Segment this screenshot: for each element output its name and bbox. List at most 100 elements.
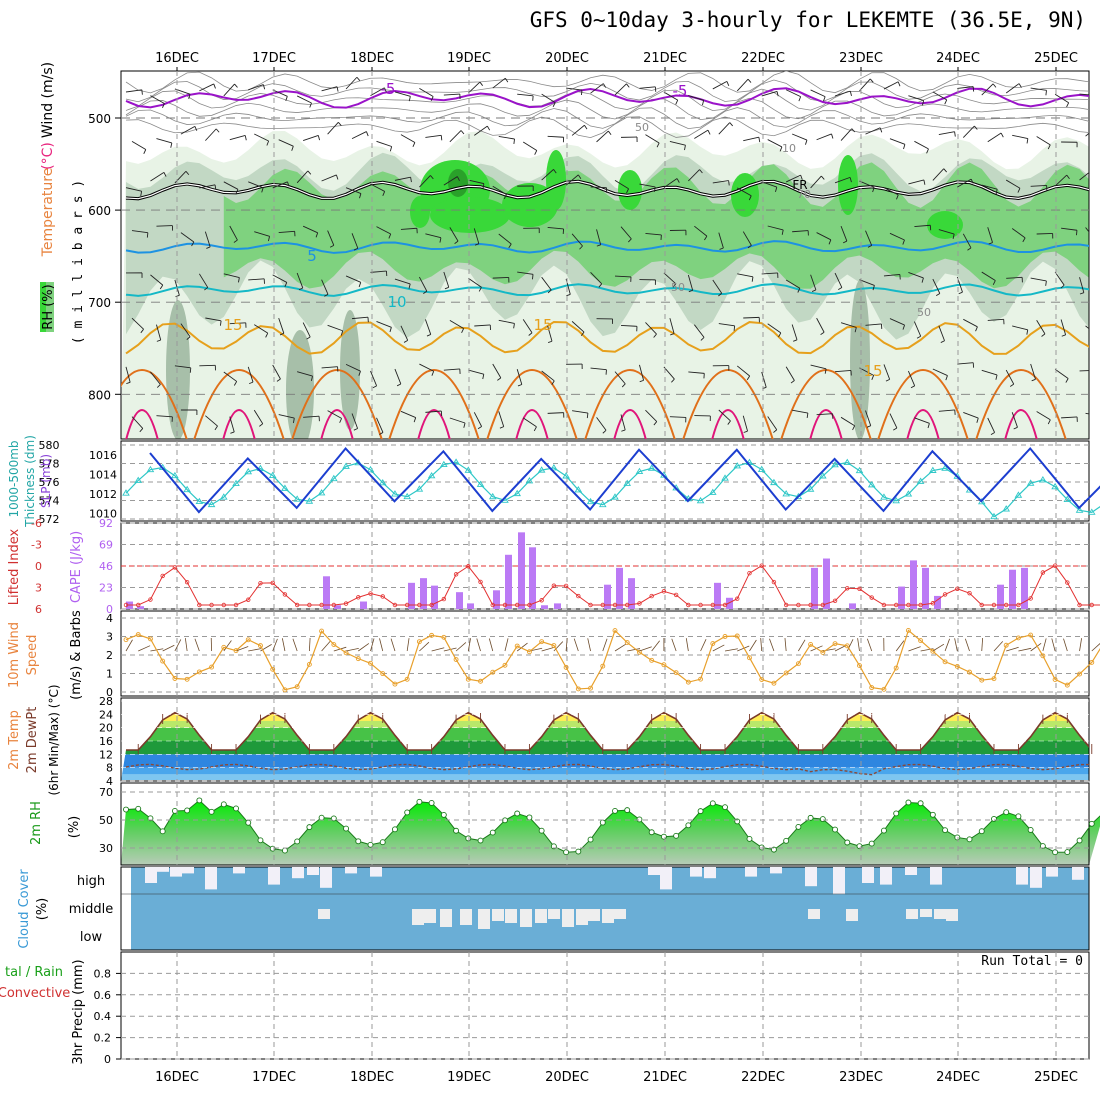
li-marker <box>1028 596 1033 601</box>
wind-barb <box>419 276 428 292</box>
rh2m-marker <box>184 807 191 814</box>
wind-barb <box>473 412 483 427</box>
wind-barb <box>254 133 269 142</box>
rh2m-marker <box>306 824 313 831</box>
wind-barb-flag <box>893 427 898 431</box>
wind-barb <box>761 181 777 188</box>
wind-barb <box>272 274 287 283</box>
wind-barb-flag <box>191 241 195 247</box>
wind-barb-flag <box>265 332 269 338</box>
thickness-tick-label: 578 <box>39 458 60 471</box>
wind-barb-flag <box>584 124 588 130</box>
wind-barb <box>810 175 822 189</box>
wind-barb <box>963 318 978 328</box>
wind-barb-flag <box>988 242 993 245</box>
wind-barb-flag <box>775 186 778 192</box>
surface-wind-barb <box>614 643 627 652</box>
wind-barb-flag <box>170 142 173 148</box>
thickness-marker <box>317 489 326 496</box>
wind-barb <box>547 325 553 342</box>
date-label-top: 17DEC <box>252 51 296 66</box>
slp-tick-label: 1014 <box>89 469 117 482</box>
wind-barb-flag <box>408 283 411 289</box>
surface-wind-barb <box>488 638 494 652</box>
rh2m-marker <box>599 819 606 826</box>
wind-barb-flag <box>823 96 826 102</box>
wind-barb-flag <box>751 276 754 282</box>
rh2m-marker <box>514 810 521 817</box>
wind-barb-flag <box>213 83 216 89</box>
rh2m-marker <box>697 808 704 815</box>
surface-wind-barb <box>1030 642 1042 652</box>
wind-barb-flag <box>461 328 465 334</box>
wind-barb <box>938 229 955 235</box>
rh2m-tick-label: 70 <box>99 786 113 799</box>
wind-marker <box>624 640 630 646</box>
rh2m-marker <box>844 839 851 846</box>
temp-contour-25 <box>711 409 745 439</box>
wind-barb-flag <box>204 287 209 291</box>
wind-barb-flag <box>159 284 164 290</box>
wind-barb <box>296 95 312 104</box>
cape-bar <box>823 558 830 609</box>
contour-label: 15 <box>533 316 552 334</box>
wind-barb <box>156 415 173 418</box>
wind-barb <box>492 185 507 195</box>
wind-barb <box>125 366 131 383</box>
cape-bar <box>431 585 438 609</box>
wind-barb <box>1060 319 1067 335</box>
wind-barb-flag <box>995 374 998 380</box>
thickness-marker <box>696 496 705 504</box>
wind-barb <box>1079 370 1089 372</box>
wind-barb <box>565 174 579 186</box>
wind-barb <box>859 367 874 376</box>
rh-band-green <box>223 162 1089 289</box>
wind-barb <box>693 324 705 338</box>
wind-barb-flag <box>1065 378 1069 383</box>
wind-barb-flag <box>781 229 784 235</box>
rh2m-marker <box>685 822 692 829</box>
rh2m-marker <box>440 811 447 818</box>
wind-barb-flag <box>513 323 515 329</box>
rh2m-marker <box>1015 813 1022 820</box>
surface-wind-barb <box>627 648 641 652</box>
cape-bar <box>849 603 856 609</box>
surface-wind-barb <box>235 646 249 652</box>
wind-marker <box>918 638 924 644</box>
wind-barb-flag <box>793 339 798 342</box>
date-label-bottom: 21DEC <box>643 1070 687 1085</box>
temp-contour-20 <box>877 369 969 439</box>
wind-barb <box>834 272 843 288</box>
wind-barb-flag <box>958 291 963 295</box>
wind-barb-flag <box>309 102 312 108</box>
wind-barb <box>590 367 607 371</box>
thickness-marker <box>647 464 656 471</box>
wind-barb-flag <box>824 368 827 374</box>
cloud-high-gap <box>905 867 917 875</box>
wind-barb-flag <box>1031 378 1036 382</box>
wind-barb-flag <box>1013 426 1018 430</box>
wind-barb-flag <box>162 103 165 109</box>
cloud-high-gap <box>1072 867 1084 880</box>
rh2m-marker <box>159 828 166 835</box>
wind-barb <box>614 83 627 96</box>
wind-barb <box>736 78 749 92</box>
wind-barb-flag <box>627 238 632 243</box>
wind-barb <box>541 169 554 181</box>
wind-barb-flag <box>728 180 730 186</box>
li-marker <box>160 573 165 579</box>
wind-barb-flag <box>952 233 955 239</box>
wind-barb-flag <box>444 286 449 290</box>
wind-barb-flag <box>553 169 557 174</box>
wind-barb <box>913 321 922 337</box>
wind-barb-flag <box>1018 83 1022 88</box>
li-marker <box>172 565 178 570</box>
wind-barb <box>718 122 731 135</box>
wind-barb-flag <box>790 380 795 384</box>
wind-barb <box>522 417 537 428</box>
thickness-marker <box>831 460 839 468</box>
contour-label: 50 <box>635 121 649 134</box>
wind-barb-flag <box>482 374 485 380</box>
wind-barb <box>792 230 809 233</box>
surface-wind-barb <box>712 644 725 652</box>
